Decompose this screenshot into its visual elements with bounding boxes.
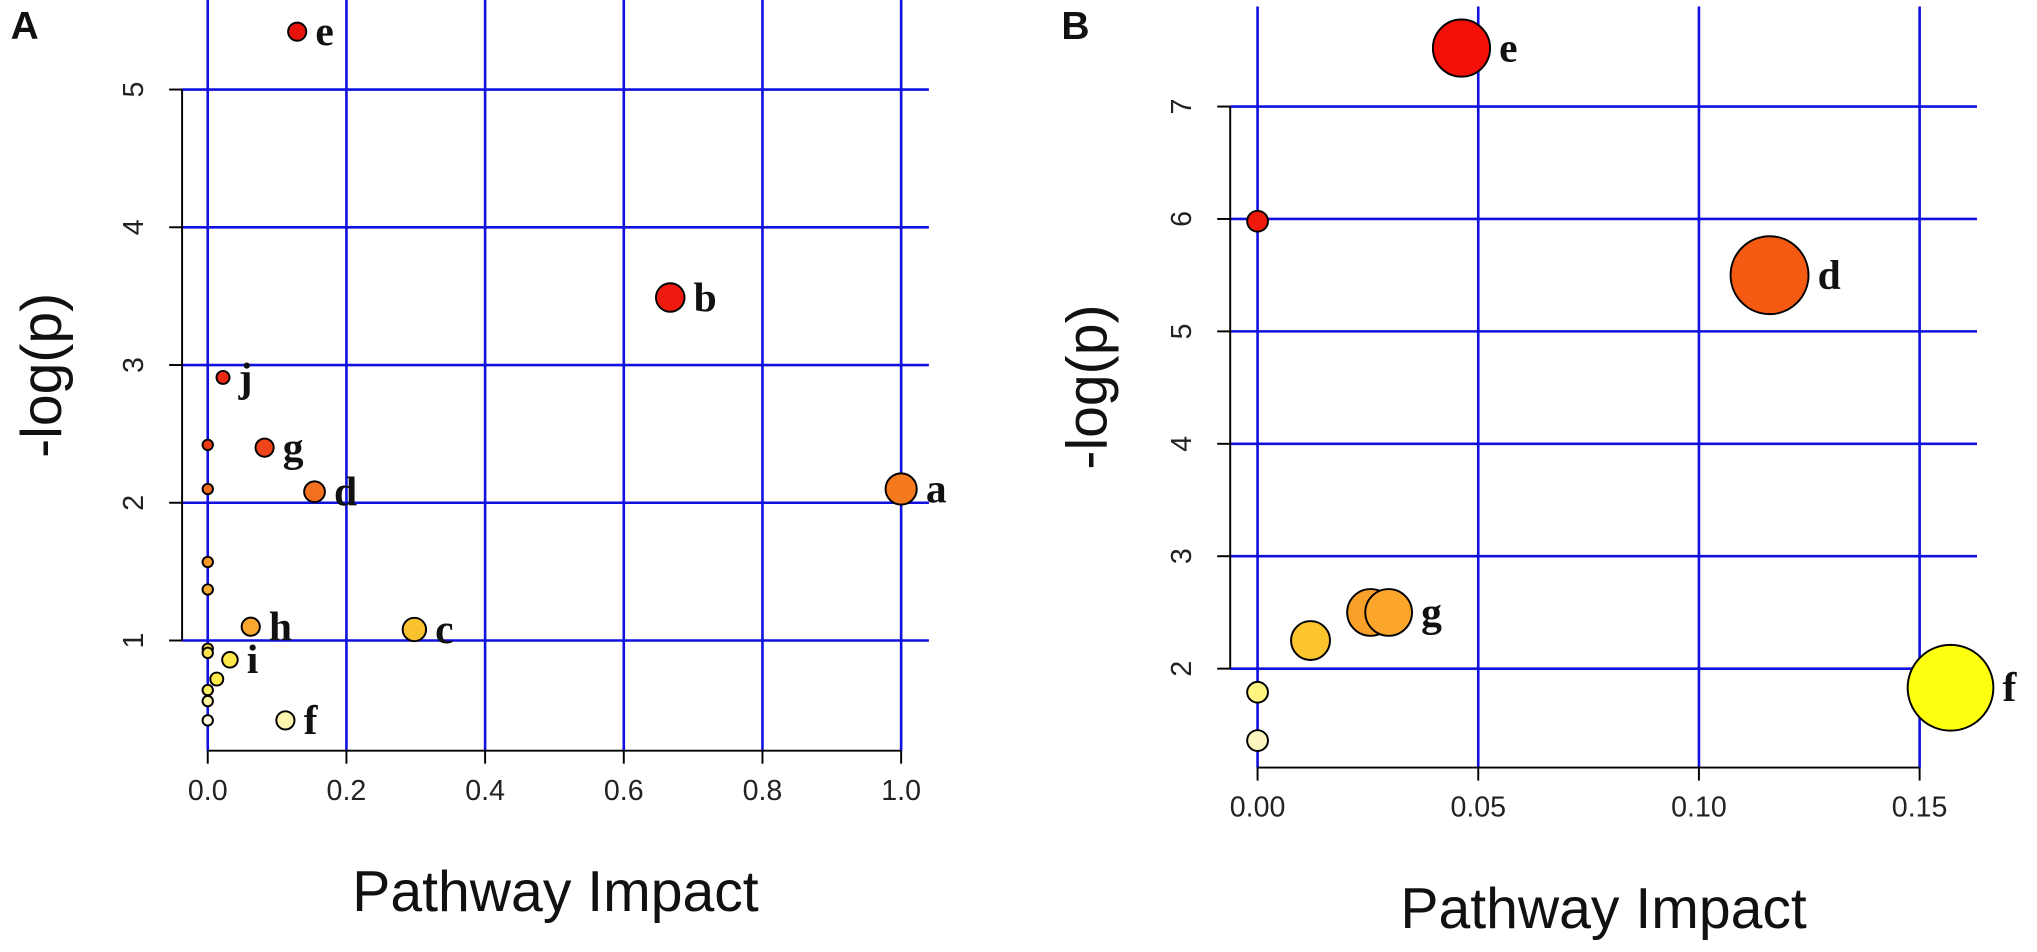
y-tick-label: 5 bbox=[1166, 323, 1198, 339]
x-tick-label: 0.6 bbox=[604, 775, 644, 807]
x-tick-label: 0.4 bbox=[465, 775, 505, 807]
point-label: e bbox=[315, 8, 333, 54]
bubble bbox=[1729, 235, 1810, 316]
x-axis-title: Pathway Impact bbox=[1400, 877, 1807, 941]
bubble bbox=[215, 369, 231, 385]
bubble bbox=[201, 683, 214, 697]
x-tick-label: 0.15 bbox=[1892, 792, 1948, 824]
point-label: d bbox=[334, 468, 357, 514]
point-label: d bbox=[1818, 252, 1841, 298]
bubble bbox=[221, 651, 239, 669]
bubble bbox=[401, 616, 428, 643]
y-tick-label: 3 bbox=[118, 357, 150, 373]
bubble bbox=[1906, 643, 1995, 732]
point-label: a bbox=[926, 465, 947, 511]
bubble bbox=[201, 694, 214, 708]
y-tick-label: 4 bbox=[118, 219, 150, 235]
x-tick-label: 0.00 bbox=[1230, 792, 1286, 824]
point-label: j bbox=[238, 354, 253, 400]
point-label: h bbox=[269, 603, 292, 649]
bubble bbox=[240, 616, 261, 637]
point-label: g bbox=[1421, 589, 1442, 635]
y-axis-title: -log(p) bbox=[1055, 304, 1119, 469]
point-label: f bbox=[304, 697, 319, 743]
y-axis-title: -log(p) bbox=[10, 293, 74, 458]
bubble bbox=[287, 21, 308, 42]
bubble bbox=[654, 282, 686, 313]
bubble bbox=[1246, 209, 1269, 233]
x-tick-label: 0.2 bbox=[327, 775, 367, 807]
y-tick-label: 1 bbox=[118, 633, 150, 649]
x-tick-label: 0.05 bbox=[1450, 792, 1506, 824]
bubble bbox=[1246, 729, 1269, 752]
bubble bbox=[1290, 620, 1331, 661]
bubble bbox=[201, 646, 214, 660]
x-tick-label: 1.0 bbox=[881, 775, 921, 807]
bubble bbox=[1431, 18, 1492, 78]
bubble bbox=[254, 437, 275, 458]
bubble bbox=[275, 710, 296, 731]
bubble bbox=[303, 480, 326, 504]
y-tick-label: 3 bbox=[1166, 548, 1198, 564]
x-tick-label: 0.10 bbox=[1671, 792, 1727, 824]
bubble bbox=[201, 714, 214, 727]
panel-letter: A bbox=[11, 5, 39, 48]
x-axis-title: Pathway Impact bbox=[352, 860, 759, 924]
point-label: i bbox=[247, 636, 259, 682]
bubble bbox=[209, 671, 225, 687]
y-tick-label: 5 bbox=[118, 82, 150, 98]
bubble bbox=[1364, 588, 1414, 637]
bubble bbox=[201, 555, 214, 569]
bubble bbox=[201, 482, 214, 496]
point-label: c bbox=[435, 606, 453, 652]
point-label: b bbox=[694, 274, 717, 320]
y-tick-label: 4 bbox=[1166, 436, 1198, 452]
bubble bbox=[1246, 680, 1269, 704]
panel-letter: B bbox=[1061, 5, 1089, 48]
y-tick-label: 6 bbox=[1166, 211, 1198, 227]
y-tick-label: 2 bbox=[118, 495, 150, 511]
point-label: e bbox=[1499, 25, 1517, 71]
x-tick-label: 0.0 bbox=[188, 775, 228, 807]
point-label: g bbox=[283, 424, 304, 470]
y-tick-label: 7 bbox=[1166, 99, 1198, 115]
point-label: f bbox=[2002, 664, 2017, 710]
x-tick-label: 0.8 bbox=[743, 775, 783, 807]
y-tick-label: 2 bbox=[1166, 661, 1198, 677]
bubble bbox=[201, 438, 214, 452]
bubble bbox=[201, 583, 214, 596]
bubble bbox=[884, 472, 918, 506]
